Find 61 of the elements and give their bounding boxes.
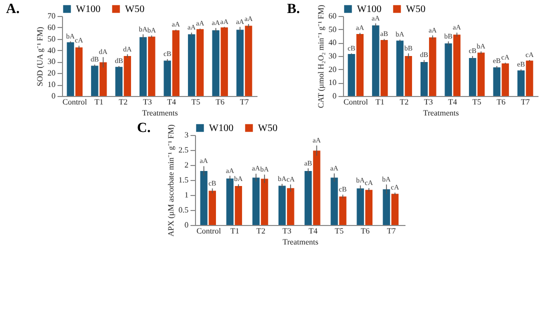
x-tick-label: T1 xyxy=(94,98,104,106)
chart-title: C. xyxy=(137,121,151,136)
y-tick-label: 50 xyxy=(328,24,336,34)
x-tick-label: T7 xyxy=(386,226,396,236)
legend-label: W100 xyxy=(209,123,234,134)
y-tick-label: 0 xyxy=(52,92,56,100)
y-axis-title: SOD (UA g⁻¹ FM) xyxy=(36,26,44,86)
y-tick-label: 1 xyxy=(184,190,188,200)
y-tick-label: 0 xyxy=(184,220,188,230)
x-tick-label: T3 xyxy=(424,98,433,106)
x-tick-label: T4 xyxy=(167,98,176,106)
x-tick-label: T5 xyxy=(334,226,344,236)
y-tick-label: 2 xyxy=(184,160,188,170)
y-tick-label: 10 xyxy=(48,80,56,90)
y-tick-label: 3 xyxy=(184,130,188,140)
x-tick-label: Control xyxy=(196,226,222,236)
y-tick-label: 40 xyxy=(48,46,56,55)
x-tick-label: T5 xyxy=(191,98,200,106)
chart-title: B. xyxy=(287,2,300,17)
x-axis-title: Treatments xyxy=(282,238,318,246)
x-tick-label: T2 xyxy=(118,98,128,106)
x-tick-label: T1 xyxy=(375,98,384,106)
x-axis-title: Treatments xyxy=(423,108,459,118)
legend-label: W100 xyxy=(357,4,382,15)
x-tick-label: T2 xyxy=(400,98,409,106)
y-tick-label: 10 xyxy=(328,78,336,88)
y-tick-label: 60 xyxy=(328,12,336,20)
legend-label: W50 xyxy=(258,123,278,134)
y-tick-label: 20 xyxy=(328,64,336,74)
x-axis-title: Treatments xyxy=(142,108,178,118)
x-tick-label: T4 xyxy=(308,226,318,236)
x-tick-label: T6 xyxy=(360,226,370,236)
x-tick-label: T5 xyxy=(472,98,482,106)
legend-label: W50 xyxy=(406,4,426,15)
x-tick-label: T6 xyxy=(216,98,225,106)
y-axis-title: APX (µM ascorbate min⁻¹ g⁻¹ FM) xyxy=(166,124,176,237)
x-tick-label: T7 xyxy=(520,98,530,106)
x-tick-label: T6 xyxy=(496,98,506,106)
x-tick-label: T7 xyxy=(240,98,249,106)
x-tick-label: Control xyxy=(62,98,88,106)
y-tick-label: 1.5 xyxy=(178,176,188,184)
x-tick-label: T3 xyxy=(282,226,292,236)
y-axis-title: CAT (µmol H₂O₂ min⁻¹ g⁻¹ FM) xyxy=(316,4,326,108)
x-tick-label: T1 xyxy=(230,226,240,236)
x-tick-label: Control xyxy=(343,98,369,106)
x-tick-label: T4 xyxy=(448,98,458,106)
y-tick-label: 70 xyxy=(48,12,56,20)
y-tick-label: 50 xyxy=(48,34,56,44)
x-tick-label: T3 xyxy=(142,98,152,106)
y-tick-label: 60 xyxy=(48,22,56,32)
x-tick-label: T2 xyxy=(256,226,266,236)
legend-label: W100 xyxy=(76,4,100,15)
y-tick-label: 0.5 xyxy=(178,206,188,214)
y-tick-label: 30 xyxy=(328,52,336,60)
legend-label: W50 xyxy=(125,4,144,15)
y-tick-label: 2.5 xyxy=(178,146,188,154)
y-tick-label: 0 xyxy=(332,92,336,100)
y-tick-label: 30 xyxy=(48,57,56,66)
chart-title: A. xyxy=(6,2,20,17)
y-tick-label: 20 xyxy=(48,68,56,78)
y-tick-label: 40 xyxy=(328,38,336,48)
